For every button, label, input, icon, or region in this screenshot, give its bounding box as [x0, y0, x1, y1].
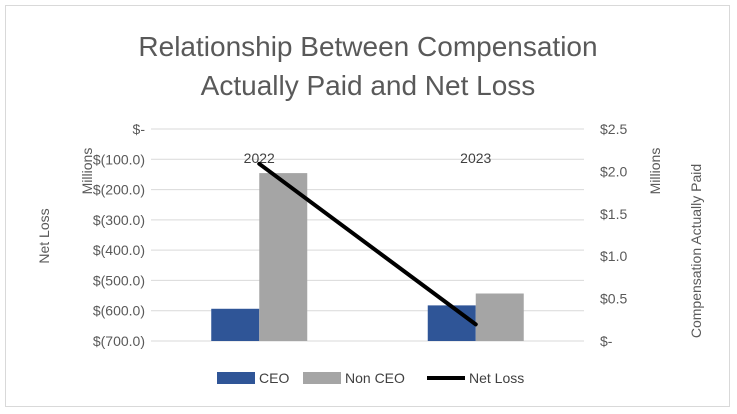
bar-non-ceo: [475, 293, 524, 341]
category-label: 2022: [244, 150, 275, 166]
left-tick-label: $(400.0): [93, 242, 145, 258]
legend-label: CEO: [259, 370, 289, 386]
left-tick-label: $(300.0): [93, 212, 145, 228]
right-axis-ticks: $2.5 $2.0 $1.5 $1.0 $0.5 $-: [600, 121, 627, 349]
right-axis-unit-label: Millions: [647, 148, 663, 195]
legend-swatch: [217, 372, 255, 384]
left-axis-unit-label: Millions: [79, 148, 95, 195]
right-tick-label: $-: [600, 333, 613, 349]
combo-chart: Relationship Between Compensation Actual…: [36, 31, 704, 386]
chart-title-line-1: Relationship Between Compensation: [138, 31, 597, 62]
left-tick-label: $(600.0): [93, 303, 145, 319]
left-tick-label: $(500.0): [93, 272, 145, 288]
right-tick-label: $2.0: [600, 163, 627, 179]
chart-title-line-2: Actually Paid and Net Loss: [201, 70, 536, 101]
right-tick-label: $2.5: [600, 121, 627, 137]
net-loss-line: [257, 161, 478, 327]
chart-frame: Relationship Between Compensation Actual…: [5, 5, 730, 407]
bar-ceo: [427, 305, 476, 341]
left-tick-label: $(200.0): [93, 182, 145, 198]
bar-ceo: [211, 308, 260, 341]
left-tick-label: $-: [133, 121, 146, 137]
category-labels: 2022 2023: [244, 150, 492, 166]
legend-swatch: [303, 372, 341, 384]
category-label: 2023: [460, 150, 491, 166]
right-axis-title: Compensation Actually Paid: [688, 164, 704, 338]
right-tick-label: $0.5: [600, 291, 627, 307]
left-axis-title: Net Loss: [36, 208, 52, 263]
bar-non-ceo: [259, 173, 308, 341]
legend: CEO Non CEO Net Loss: [217, 370, 524, 386]
legend-label: Non CEO: [345, 370, 405, 386]
bars: [211, 173, 524, 341]
left-tick-label: $(100.0): [93, 151, 145, 167]
left-axis-ticks: $- $(100.0) $(200.0) $(300.0) $(400.0) $(500.…: [93, 121, 145, 349]
left-tick-label: $(700.0): [93, 333, 145, 349]
right-tick-label: $1.5: [600, 206, 627, 222]
right-tick-label: $1.0: [600, 248, 627, 264]
line-series-net-loss: [257, 161, 478, 327]
legend-label: Net Loss: [469, 370, 524, 386]
